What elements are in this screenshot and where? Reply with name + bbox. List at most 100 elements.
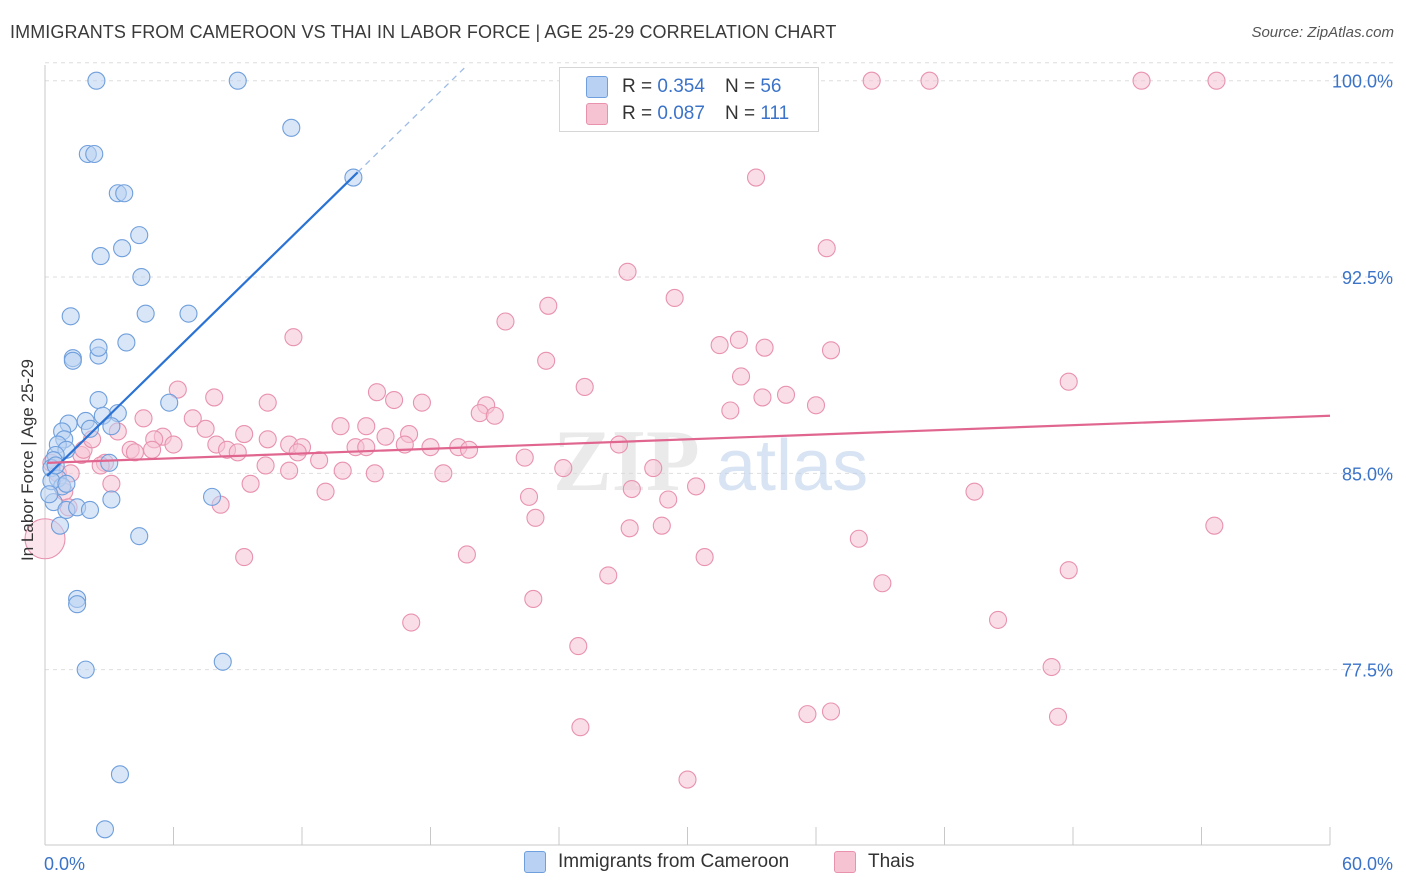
thais-point	[434, 464, 453, 483]
cameroon-point	[89, 390, 108, 410]
legend-n-value: 56	[760, 76, 782, 97]
thais-point	[620, 519, 639, 538]
legend-n-label: N =	[724, 76, 756, 97]
thais-point	[168, 380, 187, 399]
source-note: Source: ZipAtlas.com	[1251, 24, 1394, 41]
cameroon-point	[80, 419, 100, 438]
cameroon-point	[110, 765, 130, 784]
legend-row-cameroon: R = 0.354 N = 56	[586, 74, 781, 100]
cameroon-point	[50, 516, 70, 535]
y-axis-label: In Labor Force | Age 25-29	[18, 359, 37, 561]
thais-point	[746, 168, 766, 187]
grid-lines	[45, 62, 1395, 671]
thais-point	[143, 440, 162, 459]
thais-point	[515, 448, 534, 467]
thais-point	[849, 529, 868, 548]
thais-point	[164, 435, 183, 454]
cameroon-point	[203, 487, 222, 506]
thais-point	[205, 388, 224, 407]
thais-point	[258, 430, 277, 449]
thais-point	[316, 482, 335, 501]
thais-point	[776, 385, 796, 404]
thais-point	[731, 367, 751, 386]
thais-point	[618, 262, 637, 281]
thais-point	[988, 610, 1008, 629]
thais-point	[333, 461, 352, 480]
cameroon-point	[100, 453, 119, 472]
y-tick-label: 92.5%	[1342, 268, 1393, 288]
thais-point	[196, 419, 215, 438]
cameroon-point	[117, 333, 136, 352]
cameroon-point	[85, 144, 104, 164]
thais-point	[821, 341, 841, 360]
thais-point	[357, 438, 376, 457]
cameroon-point	[87, 71, 106, 90]
chart-title: IMMIGRANTS FROM CAMEROON VS THAI IN LABO…	[10, 22, 837, 42]
thais-point	[385, 390, 404, 410]
thais-point	[524, 589, 543, 609]
cameroon-point	[61, 307, 80, 326]
thais-point	[412, 393, 431, 412]
cameroon-point	[179, 304, 198, 323]
legend-r-value: 0.087	[657, 103, 705, 124]
cameroon-point	[46, 456, 65, 475]
thais-point	[402, 613, 421, 632]
bottom-legend-cameroon: Immigrants from Cameroon	[524, 851, 789, 873]
blue-swatch	[586, 76, 608, 98]
thais-point	[806, 396, 826, 415]
thais-point	[652, 516, 671, 535]
legend-n-value: 111	[760, 103, 790, 124]
cameroon-point	[213, 652, 232, 671]
cameroon-point	[113, 239, 132, 258]
thais-point	[539, 296, 558, 315]
cameroon-point	[76, 660, 95, 679]
bottom-legend-label: Immigrants from Cameroon	[558, 851, 790, 872]
thais-point	[1132, 71, 1151, 90]
legend-n-label: N =	[724, 103, 756, 124]
axes	[44, 65, 1331, 846]
thais-point	[457, 545, 476, 564]
thais-point	[526, 508, 545, 527]
thais-point	[367, 383, 387, 402]
cameroon-point	[63, 351, 82, 370]
x-tick-label: 60.0%	[1342, 854, 1393, 874]
thais-point	[599, 566, 618, 585]
thais-point	[569, 637, 588, 656]
cameroon-point	[228, 71, 247, 90]
thais-point	[537, 351, 556, 370]
cameroon-point	[68, 595, 87, 614]
cameroon-point	[102, 417, 121, 436]
thais-point	[862, 71, 881, 90]
thais-point	[470, 404, 489, 423]
y-tick-label: 100.0%	[1332, 72, 1393, 92]
thais-point	[376, 427, 395, 446]
legend-r-label: R =	[622, 76, 653, 97]
thais-point	[1042, 657, 1061, 677]
cameroon-point	[115, 184, 134, 203]
tick-labels: 100.0% 92.5% 85.0% 77.5% 0.0% 60.0%	[44, 72, 1393, 874]
thais-point	[817, 239, 836, 258]
thais-point	[284, 328, 303, 347]
thais-point	[1207, 71, 1226, 90]
thais-point	[235, 425, 254, 444]
thais-point	[256, 456, 275, 475]
thais-point	[609, 435, 629, 454]
thais-point	[678, 770, 697, 789]
watermark: ZIP atlas	[553, 413, 868, 510]
legend-r-value: 0.354	[657, 76, 705, 97]
blue-swatch	[524, 851, 546, 873]
thais-points	[24, 71, 1226, 789]
thais-trend-line	[47, 414, 1331, 464]
cameroon-point	[91, 247, 110, 266]
bottom-legend-label: Thais	[868, 851, 915, 872]
thais-point	[1205, 516, 1224, 535]
thais-point	[241, 474, 260, 493]
thais-point	[644, 459, 663, 478]
correlation-legend: R = 0.354 N = 56 R = 0.087 N = 111	[559, 67, 819, 132]
y-tick-label: 77.5%	[1342, 661, 1393, 681]
cameroon-point	[130, 226, 149, 245]
thais-point	[798, 705, 817, 724]
thais-point	[821, 702, 841, 721]
thais-point	[622, 479, 641, 499]
